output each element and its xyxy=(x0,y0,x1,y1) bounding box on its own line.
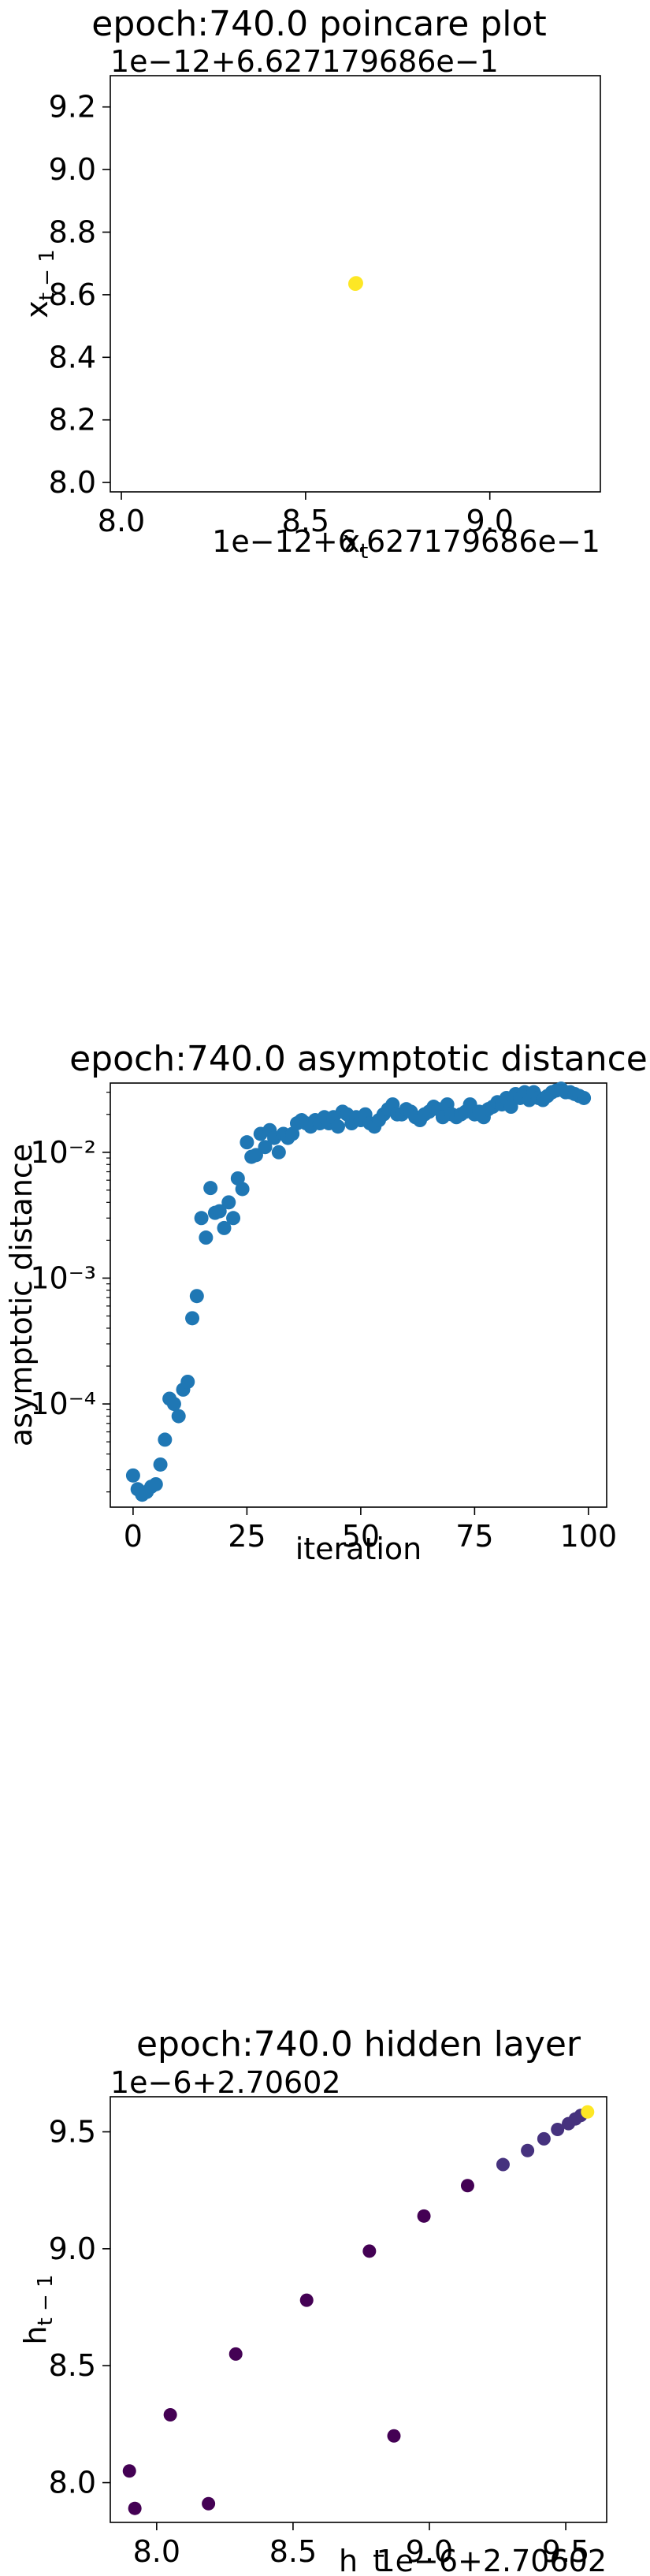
data-point xyxy=(461,2179,474,2192)
data-point xyxy=(199,1230,213,1245)
asymptotic-y-label: asymptotic distance xyxy=(4,1144,39,1446)
data-point xyxy=(149,1477,163,1491)
asymptotic-title: epoch:740.0 asymptotic distance xyxy=(69,1039,648,1079)
data-point xyxy=(180,1375,195,1389)
data-point xyxy=(331,1119,345,1134)
poincare-x-offset: 1e−12+6.627179686e−1 xyxy=(212,524,600,559)
data-point xyxy=(300,2294,314,2307)
data-point xyxy=(164,2408,177,2422)
y-tick-label: 10⁻³ xyxy=(30,1260,96,1295)
data-point xyxy=(195,1211,209,1225)
data-point xyxy=(240,1135,254,1149)
data-point xyxy=(158,1432,172,1446)
data-point xyxy=(229,2347,243,2361)
data-point xyxy=(202,2497,215,2511)
hidden-y-offset: 1e−6+2.70602 xyxy=(110,2065,341,2100)
asymptotic-y-ticks: 10⁻⁴ 10⁻³ 10⁻² xyxy=(30,1093,110,1492)
y-tick-label: 9.0 xyxy=(49,152,96,187)
asymptotic-distance-plot: epoch:740.0 asymptotic distance 10⁻⁴ 10⁻³… xyxy=(4,1039,648,1566)
data-point xyxy=(203,1181,217,1195)
poincare-points xyxy=(348,276,363,291)
y-tick-label: 10⁻² xyxy=(30,1135,96,1170)
data-point xyxy=(221,1195,236,1209)
data-point xyxy=(581,2105,594,2119)
y-tick-label: 8.8 xyxy=(49,214,96,249)
hidden-y-ticks: 8.0 8.5 9.0 9.5 xyxy=(49,2115,110,2500)
hidden-points xyxy=(123,2105,595,2515)
asymptotic-axes-frame xyxy=(110,1083,607,1507)
data-point xyxy=(167,1397,181,1411)
y-tick-label: 9.0 xyxy=(49,2232,96,2266)
data-point xyxy=(521,2144,534,2157)
x-tick-label: 8.0 xyxy=(98,504,145,538)
poincare-plot: epoch:740.0 poincare plot 1e−12+6.627179… xyxy=(20,4,600,564)
y-tick-label: 8.2 xyxy=(49,403,96,437)
y-tick-label: 9.2 xyxy=(49,90,96,125)
data-point xyxy=(496,2158,510,2172)
y-tick-label: 8.5 xyxy=(49,2348,96,2383)
y-tick-label: 9.5 xyxy=(49,2115,96,2150)
data-point xyxy=(236,1182,250,1196)
x-tick-label: 0 xyxy=(124,1519,143,1554)
hidden-y-label: ht − 1 xyxy=(18,2274,58,2344)
x-tick-label: 25 xyxy=(228,1519,266,1554)
data-point xyxy=(418,2209,431,2223)
x-tick-label: 8.5 xyxy=(269,2534,317,2569)
data-point xyxy=(388,2429,401,2443)
hidden-layer-title: epoch:740.0 hidden layer xyxy=(136,2024,581,2064)
hidden-axes-frame xyxy=(110,2097,607,2522)
data-point xyxy=(362,2244,376,2258)
data-point xyxy=(126,1469,140,1483)
data-point xyxy=(226,1211,240,1225)
asymptotic-points xyxy=(126,1081,591,1502)
hidden-x-label: h_t xyxy=(339,2544,384,2576)
data-point xyxy=(190,1289,204,1303)
data-point xyxy=(349,276,363,290)
x-tick-label: 75 xyxy=(455,1519,493,1554)
x-tick-label: 8.0 xyxy=(133,2534,180,2569)
hidden-x-offset: 1e−6+2.70602 xyxy=(376,2544,607,2576)
data-point xyxy=(537,2132,551,2146)
hidden-layer-plot: epoch:740.0 hidden layer 1e−6+2.70602 8.… xyxy=(18,2024,607,2576)
y-tick-label: 10⁻⁴ xyxy=(30,1387,96,1421)
data-point xyxy=(123,2464,136,2477)
data-point xyxy=(154,1457,168,1472)
data-point xyxy=(272,1145,286,1160)
x-tick-label: 100 xyxy=(560,1519,618,1554)
poincare-title: epoch:740.0 poincare plot xyxy=(91,4,546,44)
y-tick-label: 8.0 xyxy=(49,2466,96,2500)
asymptotic-x-label: iteration xyxy=(295,1532,422,1566)
y-tick-label: 8.0 xyxy=(49,465,96,500)
data-point xyxy=(172,1409,186,1424)
poincare-y-offset: 1e−12+6.627179686e−1 xyxy=(110,44,499,79)
data-point xyxy=(185,1311,199,1325)
poincare-y-label: xt − 1 xyxy=(20,249,59,318)
data-point xyxy=(128,2502,142,2515)
y-tick-label: 8.4 xyxy=(49,340,96,374)
data-point xyxy=(577,1091,591,1105)
